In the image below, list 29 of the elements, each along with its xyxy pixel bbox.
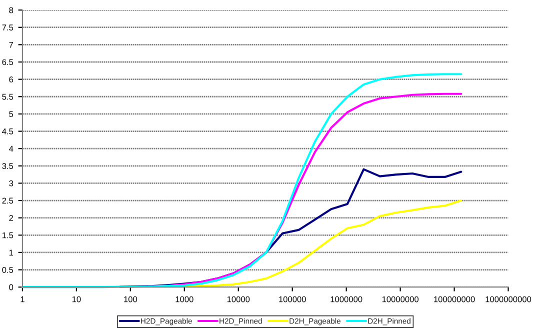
x-tick-label: 1000000000 — [486, 296, 532, 302]
y-tick-label: 1.5 — [2, 232, 14, 238]
y-tick-label: 0.5 — [2, 266, 14, 273]
x-tick-label: 100000 — [279, 296, 306, 302]
y-tick-label: 2.5 — [2, 198, 14, 204]
y-tick-label: 7.5 — [2, 24, 14, 30]
x-tick-label: 10000 — [227, 296, 250, 302]
y-tick-label: 6 — [9, 76, 14, 82]
x-tick-label: 1 — [20, 296, 24, 302]
y-tick-label: 8 — [9, 7, 14, 14]
y-tick-label: 2 — [9, 215, 14, 221]
x-tick-label: 10 — [72, 296, 81, 302]
y-tick-label: 0 — [9, 284, 14, 290]
y-tick-label: 5.5 — [2, 94, 14, 100]
x-tick-label: 1000 — [176, 296, 194, 302]
x-tick-label: 100000000 — [434, 296, 475, 302]
y-tick-label: 3 — [9, 180, 14, 186]
x-tick-label: 10000000 — [382, 296, 419, 302]
y-tick-label: 7 — [9, 42, 14, 48]
y-tick-label: 1 — [9, 250, 14, 256]
x-tick-label: 100 — [124, 296, 138, 302]
y-tick-label: 5 — [9, 111, 14, 118]
y-tick-label: 6.5 — [2, 59, 14, 66]
y-tick-label: 4.5 — [2, 128, 14, 134]
y-tick-label: 3.5 — [2, 163, 14, 169]
y-tick-label: 4 — [9, 146, 14, 152]
line-series — [21, 73, 462, 288]
line-series — [151, 199, 462, 288]
x-tick-label: 1000000 — [330, 296, 362, 302]
